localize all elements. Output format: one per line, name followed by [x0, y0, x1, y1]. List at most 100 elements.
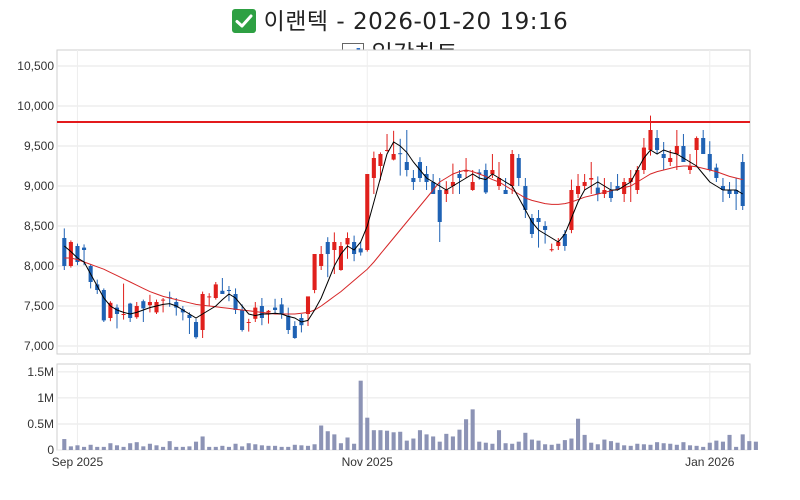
volume-bar [180, 446, 185, 450]
candle-body [444, 190, 449, 194]
volume-bar [562, 440, 567, 450]
candle-body [240, 310, 245, 330]
candle-body [450, 182, 455, 186]
volume-bar [384, 430, 390, 450]
volume-bar [464, 419, 469, 450]
volume-bar [95, 446, 100, 450]
candle-body [674, 146, 679, 154]
candle-body [200, 294, 205, 330]
candle-body [101, 290, 106, 321]
candle-body [180, 309, 185, 313]
candle-body [345, 238, 350, 245]
volume-bar [681, 442, 686, 450]
volume-bar [701, 446, 706, 450]
volume-bar [444, 433, 449, 450]
candle-body [529, 218, 534, 234]
volume-tick-label: 0 [47, 443, 54, 457]
ma5-line [63, 141, 743, 323]
volume-bar [694, 445, 699, 450]
volume-bar [457, 429, 462, 450]
volume-bar [727, 434, 732, 450]
candle-body [325, 242, 330, 254]
volume-bar [305, 445, 311, 450]
candle-body [404, 162, 409, 170]
candle-body [648, 130, 653, 150]
volume-bar [417, 430, 423, 450]
volume-bar [549, 444, 554, 450]
price-tick-label: 7,000 [24, 339, 54, 353]
candle-body [635, 170, 640, 190]
price-tick-label: 9,500 [24, 139, 54, 153]
candle-body [668, 158, 673, 162]
candle-body [147, 302, 152, 306]
volume-bar [371, 430, 376, 450]
candle-body [681, 146, 686, 162]
candle-body [411, 178, 416, 182]
volume-bar [154, 445, 159, 450]
volume-bar [141, 446, 146, 450]
volume-bar [68, 446, 73, 450]
volume-bar [88, 444, 93, 450]
volume-bar [543, 444, 548, 450]
volume-bar [714, 440, 719, 450]
candle-body [490, 170, 495, 174]
volume-bar [720, 441, 725, 450]
candle-body [365, 174, 370, 250]
volume-bar [437, 441, 442, 450]
price-tick-label: 9,000 [24, 179, 54, 193]
volume-tick-label: 1M [37, 391, 54, 405]
candle-body [734, 190, 739, 194]
candle-body [108, 302, 113, 318]
volume-tick-label: 1.5M [27, 365, 54, 379]
candle-body [483, 170, 488, 193]
volume-bar [233, 443, 238, 450]
volume-bar [470, 409, 475, 450]
candle-body [707, 154, 712, 170]
volume-bar [523, 432, 528, 450]
candle-body [358, 248, 363, 253]
candle-body [655, 138, 660, 150]
candle-body [378, 154, 383, 166]
volume-bar [226, 446, 231, 450]
volume-bar [338, 443, 343, 450]
x-tick-label: Nov 2025 [342, 455, 394, 469]
volume-bar [299, 445, 304, 450]
volume-bar [536, 440, 541, 450]
candle-body [187, 314, 192, 318]
candle-body [714, 167, 719, 178]
candle-body [68, 242, 73, 266]
candle-body [207, 296, 212, 298]
volume-bar [740, 434, 745, 450]
candle-body [273, 307, 278, 310]
volume-bar [266, 445, 271, 450]
volume-bar [595, 444, 600, 450]
candle-body [477, 172, 482, 174]
candle-body [161, 299, 166, 301]
candle-body [562, 234, 567, 246]
volume-bar [292, 444, 297, 450]
candle-body [569, 190, 574, 230]
volume-bar [589, 442, 594, 450]
candle-body [128, 303, 133, 318]
volume-bar [477, 441, 482, 450]
volume-bar [108, 443, 113, 450]
candle-body [464, 170, 469, 172]
candle-body [470, 182, 475, 190]
volume-bar [576, 418, 581, 450]
volume-bar [352, 443, 357, 450]
volume-bar [411, 438, 416, 450]
white-heavy-check-mark-icon [231, 9, 256, 33]
volume-bar [569, 438, 574, 450]
volume-bar [213, 446, 218, 450]
volume-bar [167, 441, 172, 450]
volume-bar [734, 446, 739, 450]
candle-body [371, 158, 376, 178]
volume-bar [503, 443, 508, 450]
candle-body [286, 315, 291, 330]
candle-body [174, 302, 179, 308]
volume-bar [319, 425, 324, 450]
volume-bar [134, 442, 139, 450]
volume-bar [121, 446, 126, 450]
volume-bar [628, 445, 633, 450]
